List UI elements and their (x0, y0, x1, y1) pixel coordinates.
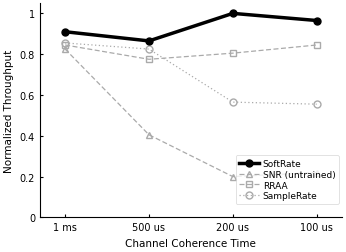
X-axis label: Channel Coherence Time: Channel Coherence Time (126, 238, 256, 248)
Y-axis label: Normalized Throughput: Normalized Throughput (4, 49, 14, 172)
Legend: SoftRate, SNR (untrained), RRAA, SampleRate: SoftRate, SNR (untrained), RRAA, SampleR… (236, 156, 339, 204)
